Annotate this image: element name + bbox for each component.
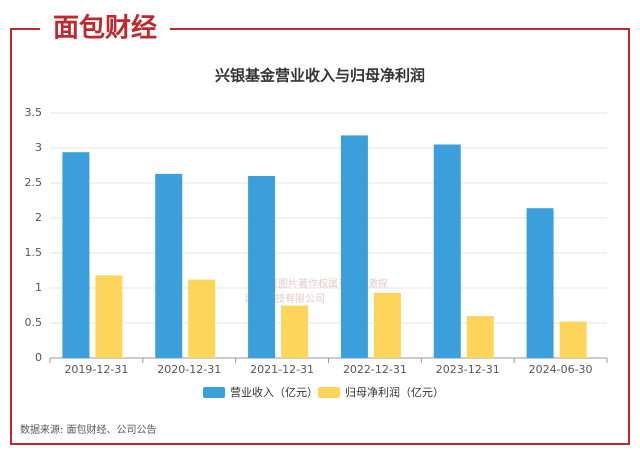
bar (466, 316, 494, 358)
legend-swatch (203, 387, 225, 398)
bar (373, 292, 401, 358)
bar (281, 305, 309, 358)
bar (188, 279, 216, 358)
legend-label: 归母净利润（亿元） (345, 385, 444, 399)
y-tick-label: 3 (35, 141, 42, 154)
bar (433, 144, 461, 358)
x-tick-label: 2021-12-31 (250, 363, 314, 376)
x-tick-label: 2019-12-31 (64, 363, 128, 376)
y-tick-label: 0 (35, 351, 42, 364)
x-tick-label: 2020-12-31 (157, 363, 221, 376)
chart-title: 兴银基金营业收入与归母净利润 (215, 67, 425, 85)
bar (155, 173, 183, 358)
logo: 面包财经 (53, 13, 157, 44)
y-tick-label: 1.5 (25, 246, 43, 259)
x-tick-label: 2024-06-30 (529, 363, 593, 376)
source: 数据来源: 面包财经、公司公告 (20, 423, 157, 436)
legend-label: 营业收入（亿元） (230, 385, 318, 399)
y-tick-label: 2 (35, 211, 42, 224)
bar (248, 176, 276, 358)
y-tick-label: 2.5 (25, 176, 43, 189)
bar (95, 275, 123, 358)
bar (559, 321, 587, 358)
y-tick-label: 0.5 (25, 316, 43, 329)
bar (62, 152, 90, 358)
y-tick-label: 3.5 (25, 106, 43, 119)
bar (526, 208, 554, 358)
logo-bg (40, 8, 170, 46)
y-tick-label: 1 (35, 281, 42, 294)
x-tick-label: 2023-12-31 (436, 363, 500, 376)
bar (340, 135, 368, 358)
x-tick-label: 2022-12-31 (343, 363, 407, 376)
legend-swatch (318, 387, 340, 398)
frame (10, 28, 630, 445)
